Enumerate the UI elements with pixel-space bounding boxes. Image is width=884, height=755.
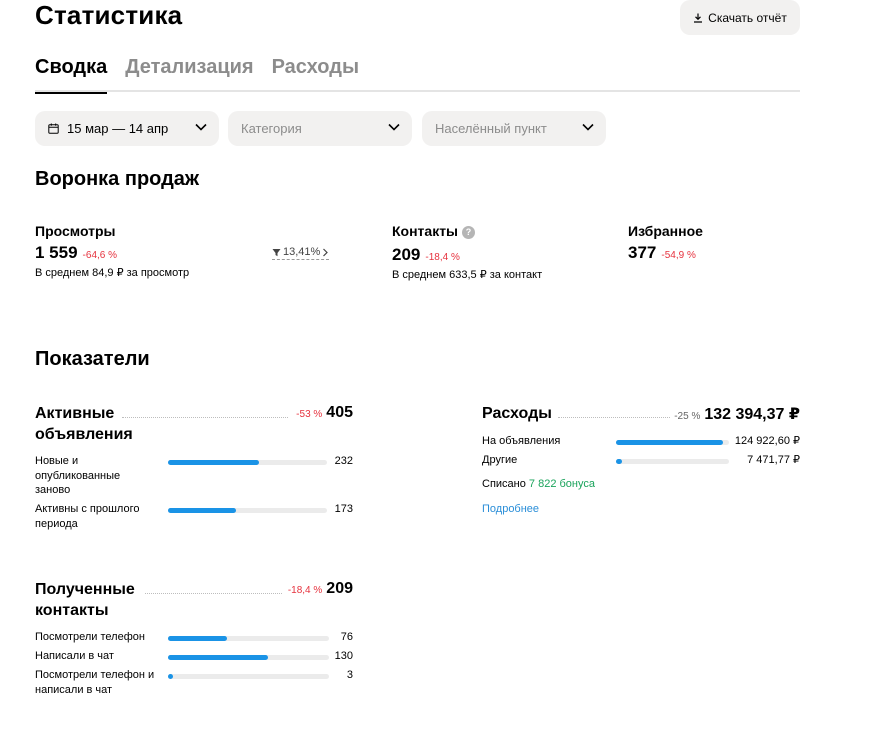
expenses-total: -25 % 132 394,37 ₽ [674,404,800,424]
download-report-button[interactable]: Скачать отчёт [680,0,800,35]
views-average: В среднем 84,9 ₽ за просмотр [35,267,190,279]
written-off-prefix: Списано [482,478,526,490]
bar-fill [168,674,173,679]
active-ads-bar [168,460,327,465]
tab-summary[interactable]: Сводка [35,54,108,94]
expenses-change: -25 % [674,411,701,422]
tab-expenses[interactable]: Расходы [271,56,360,78]
active-ads-row-value: 173 [334,503,353,515]
chevron-down-icon [582,123,594,131]
dotted-leader [122,417,288,418]
indicators-title: Показатели [35,348,150,370]
chevron-down-icon [388,123,400,131]
active-ads-value: 405 [326,404,353,421]
active-ads-row-label: Новые и опубликованные заново [35,455,121,496]
favorites-label: Избранное [628,223,703,239]
active-ads-bar [168,508,327,513]
expenses-title: Расходы [482,405,552,422]
written-off-bonus: 7 822 бонуса [528,478,595,490]
dotted-leader [558,417,670,418]
tab-details[interactable]: Детализация [125,56,254,78]
expenses-row-label: На объявления [482,435,561,447]
more-details-link[interactable]: Подробнее [482,503,540,515]
bar-fill [168,655,269,660]
location-select[interactable]: Населённый пункт [422,111,606,146]
received-contacts-total: -18,4 % 209 [288,580,353,598]
expenses-bar [616,440,729,445]
active-ads-title: Активные объявления [35,405,133,443]
dotted-leader [145,593,282,594]
expenses-value: 132 394,37 ₽ [704,406,800,423]
received-contacts-bar [168,655,329,660]
date-range-value: 15 мар — 14 апр [67,121,169,136]
views-label: Просмотры [35,223,116,239]
date-range-select[interactable]: 15 мар — 14 апр [35,111,219,146]
active-ads-total: -53 % 405 [296,404,353,422]
funnel-title: Воронка продаж [35,168,200,190]
received-contacts-bar [168,674,329,679]
help-icon[interactable]: ? [462,225,476,239]
download-report-label: Скачать отчёт [708,10,787,25]
bar-fill [168,460,260,465]
active-ads-row-label: Активны с прошлого периода [35,503,140,530]
bar-fill [168,508,236,513]
contacts-change: -18,4 % [425,252,460,263]
tab-bar: Сводка Детализация Расходы [35,54,800,94]
expenses-row-value: 124 922,60 ₽ [734,435,800,447]
favorites-change: -54,9 % [661,250,696,261]
received-contacts-row-value: 130 [334,650,353,662]
received-contacts-value: 209 [326,580,353,597]
category-select[interactable]: Категория [228,111,412,146]
received-contacts-row-label: Посмотрели телефон [35,631,145,643]
chevron-right-icon [323,248,329,256]
favorites-number: 377 [628,243,657,262]
active-ads-change: -53 % [296,409,323,420]
bar-fill [616,440,723,445]
bar-fill [616,459,623,464]
chevron-down-icon [195,123,207,131]
expenses-bar [616,459,729,464]
expenses-row-value: 7 471,77 ₽ [747,454,800,466]
favorites-value: 377 -54,9 % [628,243,696,263]
contacts-label: Контакты? [392,223,476,239]
received-contacts-change: -18,4 % [287,585,323,596]
received-contacts-row-label: Посмотрели телефон и написали в чат [35,669,155,696]
received-contacts-row-value: 3 [346,669,353,681]
received-contacts-row-value: 76 [340,631,353,643]
funnel-icon [272,248,281,256]
active-ads-row-value: 232 [334,455,353,467]
contacts-average: В среднем 633,5 ₽ за контакт [392,269,543,281]
page-title: Статистика [35,0,183,30]
received-contacts-bar [168,636,329,641]
bar-fill [168,636,227,641]
views-number: 1 559 [35,243,78,262]
written-off-text: Списано 7 822 бонуса [482,478,595,490]
received-contacts-title: Полученные контакты [35,581,135,619]
received-contacts-row-label: Написали в чат [35,650,114,662]
calendar-icon [48,123,59,134]
contacts-label-text: Контакты [392,223,459,239]
views-change: -64,6 % [82,250,118,261]
download-icon [694,13,703,23]
expenses-row-label: Другие [482,454,518,466]
views-value: 1 559 -64,6 % [35,243,117,263]
location-placeholder: Населённый пункт [435,121,547,136]
category-placeholder: Категория [241,121,302,136]
conversion-link[interactable]: 13,41% [272,246,330,260]
conversion-value: 13,41% [283,246,321,258]
contacts-number: 209 [392,245,421,264]
contacts-value: 209 -18,4 % [392,245,460,265]
